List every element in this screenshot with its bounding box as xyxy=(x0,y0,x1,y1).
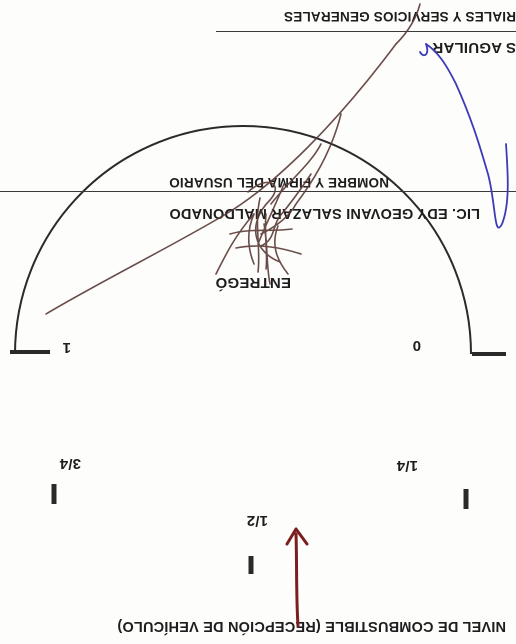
gauge-arc xyxy=(14,125,472,355)
fuel-level-arrow xyxy=(285,527,309,628)
receiver-signature-scribble xyxy=(419,43,509,229)
signature-scribble xyxy=(45,3,421,315)
